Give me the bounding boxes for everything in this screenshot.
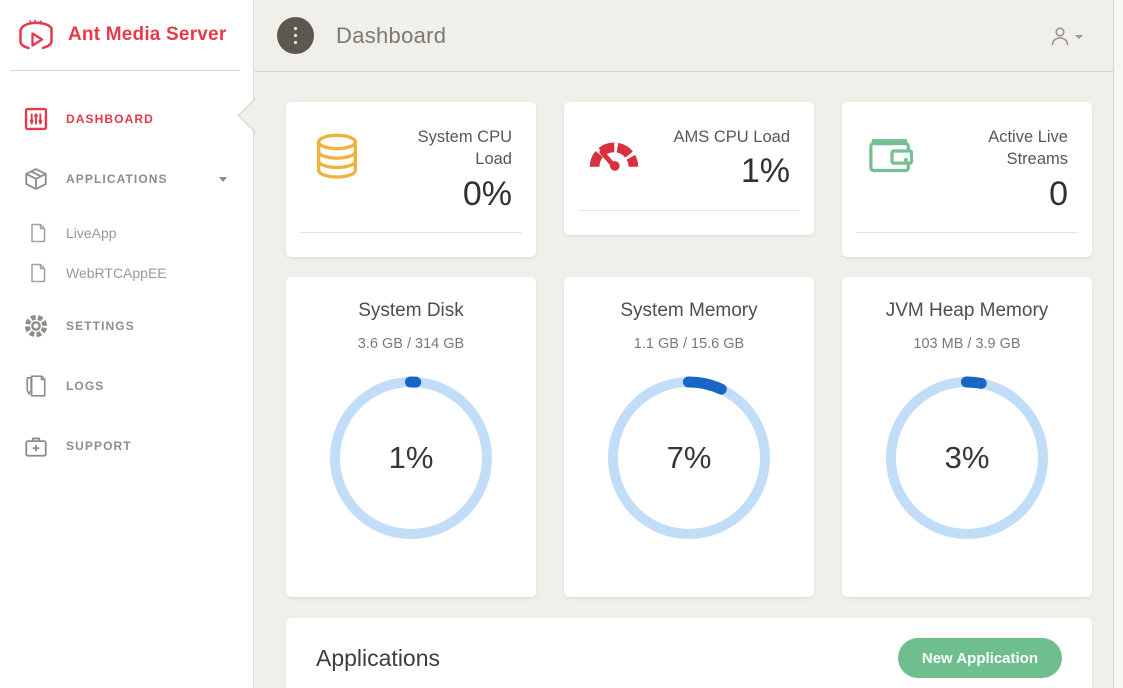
sidebar-item-dashboard[interactable]: DASHBOARD xyxy=(0,95,253,143)
stat-value: 1% xyxy=(674,151,790,192)
stat-title: AMS CPU Load xyxy=(674,126,790,148)
support-case-icon xyxy=(23,433,49,459)
gauge-usage: 1.1 GB / 15.6 GB xyxy=(564,336,814,352)
stat-title: Active Live Streams xyxy=(936,126,1068,171)
sidebar-item-label: SUPPORT xyxy=(66,439,132,453)
stat-card-system-cpu: System CPU Load 0% xyxy=(286,102,536,257)
page-title: Dashboard xyxy=(336,23,446,49)
sidebar-item-settings[interactable]: SETTINGS xyxy=(0,306,253,346)
stat-title: System CPU Load xyxy=(380,126,512,171)
sidebar-divider xyxy=(10,70,240,71)
top-bar: Dashboard xyxy=(255,0,1113,72)
card-divider xyxy=(856,232,1078,233)
user-icon xyxy=(1048,24,1072,48)
database-icon xyxy=(310,132,364,182)
chevron-down-icon xyxy=(219,177,227,182)
kebab-dot xyxy=(294,41,298,45)
page-menu-button[interactable] xyxy=(277,17,314,54)
sidebar-item-logs[interactable]: LOGS xyxy=(0,366,253,406)
kebab-dot xyxy=(294,34,298,38)
dashboard-icon xyxy=(23,106,49,132)
gauge-usage: 3.6 GB / 314 GB xyxy=(286,336,536,352)
brand-name: Ant Media Server xyxy=(68,24,226,46)
gauge-usage: 103 MB / 3.9 GB xyxy=(842,336,1092,352)
gauge-percent: 3% xyxy=(884,375,1050,541)
sidebar-item-label: APPLICATIONS xyxy=(66,172,168,186)
gauge-cards-row: System Disk 3.6 GB / 314 GB 1% System Me… xyxy=(286,277,1092,597)
applications-box-icon xyxy=(23,166,49,192)
sidebar: Ant Media Server DASHBOARD APPLICATIONS xyxy=(0,0,254,688)
sidebar-item-label: DASHBOARD xyxy=(66,112,154,126)
stat-cards-row: System CPU Load 0% AMS CPU Load 1% xyxy=(286,102,1092,257)
wallet-icon xyxy=(866,132,918,178)
sidebar-item-label: SETTINGS xyxy=(66,319,135,333)
speedometer-icon xyxy=(588,132,640,174)
file-icon xyxy=(29,223,47,243)
logs-icon xyxy=(23,374,49,398)
gauge-card-system-memory: System Memory 1.1 GB / 15.6 GB 7% xyxy=(564,277,814,597)
gauge-ring: 7% xyxy=(606,375,772,541)
gauge-title: System Disk xyxy=(286,300,536,322)
ant-media-logo-icon xyxy=(13,15,59,55)
sidebar-item-label: LOGS xyxy=(66,379,104,393)
sidebar-item-support[interactable]: SUPPORT xyxy=(0,426,253,466)
gauge-ring: 1% xyxy=(328,375,494,541)
card-divider xyxy=(300,232,522,233)
new-application-button[interactable]: New Application xyxy=(898,638,1062,678)
stat-value: 0 xyxy=(936,174,1068,215)
brand-logo[interactable]: Ant Media Server xyxy=(0,0,253,70)
main-content: System CPU Load 0% AMS CPU Load 1% xyxy=(255,72,1113,688)
sidebar-item-liveapp[interactable]: LiveApp xyxy=(0,213,253,253)
gauge-card-jvm-heap: JVM Heap Memory 103 MB / 3.9 GB 3% xyxy=(842,277,1092,597)
applications-panel: Applications New Application xyxy=(286,618,1092,688)
user-menu[interactable] xyxy=(1048,24,1083,48)
gauge-title: System Memory xyxy=(564,300,814,322)
sidebar-item-label: LiveApp xyxy=(66,225,117,241)
gauge-title: JVM Heap Memory xyxy=(842,300,1092,322)
gauge-percent: 7% xyxy=(606,375,772,541)
sidebar-item-applications[interactable]: APPLICATIONS xyxy=(0,155,253,203)
file-icon xyxy=(29,263,47,283)
sidebar-item-webrtcappee[interactable]: WebRTCAppEE xyxy=(0,253,253,293)
kebab-dot xyxy=(294,27,298,31)
gear-icon xyxy=(23,313,49,339)
stat-card-active-streams: Active Live Streams 0 xyxy=(842,102,1092,257)
gauge-percent: 1% xyxy=(328,375,494,541)
scrollbar-track[interactable] xyxy=(1113,0,1123,688)
gauge-ring: 3% xyxy=(884,375,1050,541)
chevron-down-icon xyxy=(1075,35,1083,39)
sidebar-item-label: WebRTCAppEE xyxy=(66,265,167,281)
stat-value: 0% xyxy=(380,174,512,215)
stat-card-ams-cpu: AMS CPU Load 1% xyxy=(564,102,814,235)
gauge-card-system-disk: System Disk 3.6 GB / 314 GB 1% xyxy=(286,277,536,597)
applications-title: Applications xyxy=(316,645,440,672)
card-divider xyxy=(578,210,800,211)
